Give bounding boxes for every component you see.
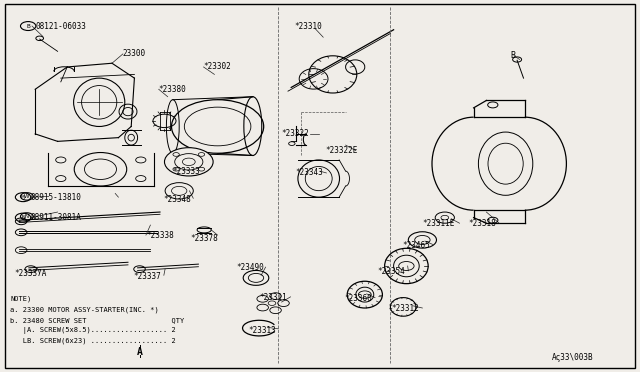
Text: 08121-06033: 08121-06033 bbox=[35, 22, 86, 31]
Text: *23318: *23318 bbox=[468, 219, 496, 228]
Text: *23343: *23343 bbox=[296, 169, 323, 177]
Text: *23302: *23302 bbox=[204, 62, 231, 71]
Text: N: N bbox=[21, 215, 25, 220]
Text: N: N bbox=[25, 214, 29, 219]
Text: b. 23480 SCREW SET                    QTY: b. 23480 SCREW SET QTY bbox=[10, 317, 184, 323]
Text: *23354: *23354 bbox=[378, 267, 405, 276]
Text: *23337A: *23337A bbox=[14, 269, 47, 278]
Text: *23465: *23465 bbox=[402, 241, 429, 250]
Circle shape bbox=[172, 100, 264, 153]
Text: *23360: *23360 bbox=[344, 294, 372, 303]
Text: LB. SCREW(6x23) .................. 2: LB. SCREW(6x23) .................. 2 bbox=[10, 337, 176, 343]
Circle shape bbox=[164, 148, 213, 176]
Text: *23490: *23490 bbox=[237, 263, 264, 272]
Text: *23333: *23333 bbox=[173, 167, 200, 176]
Text: 08915-13810: 08915-13810 bbox=[31, 193, 81, 202]
Text: 08911-3081A: 08911-3081A bbox=[31, 213, 81, 222]
Text: B: B bbox=[26, 23, 30, 29]
Text: |A. SCREW(5x8.5).................. 2: |A. SCREW(5x8.5).................. 2 bbox=[10, 327, 176, 334]
Text: W: W bbox=[24, 194, 29, 199]
Text: A: A bbox=[136, 347, 143, 356]
Text: 23300: 23300 bbox=[123, 49, 146, 58]
Text: *23311E: *23311E bbox=[422, 219, 455, 228]
Text: M: M bbox=[21, 195, 25, 200]
Text: NOTE): NOTE) bbox=[10, 296, 31, 302]
Text: *23338: *23338 bbox=[146, 231, 173, 240]
Text: *23313: *23313 bbox=[248, 326, 276, 335]
Text: B: B bbox=[511, 51, 516, 60]
Text: *23380: *23380 bbox=[159, 85, 186, 94]
Text: *23322E: *23322E bbox=[325, 146, 358, 155]
Text: *23310: *23310 bbox=[294, 22, 322, 31]
Text: *23322: *23322 bbox=[282, 129, 309, 138]
Text: a. 23300 MOTOR ASSY-STARTER(INC. *): a. 23300 MOTOR ASSY-STARTER(INC. *) bbox=[10, 307, 159, 313]
Text: *23348: *23348 bbox=[163, 195, 191, 203]
Text: *23312: *23312 bbox=[392, 304, 419, 313]
Text: *23311: *23311 bbox=[260, 293, 287, 302]
Text: *23337: *23337 bbox=[133, 272, 161, 280]
Text: *23378: *23378 bbox=[191, 234, 218, 243]
Text: Aς33\003B: Aς33\003B bbox=[552, 353, 593, 362]
